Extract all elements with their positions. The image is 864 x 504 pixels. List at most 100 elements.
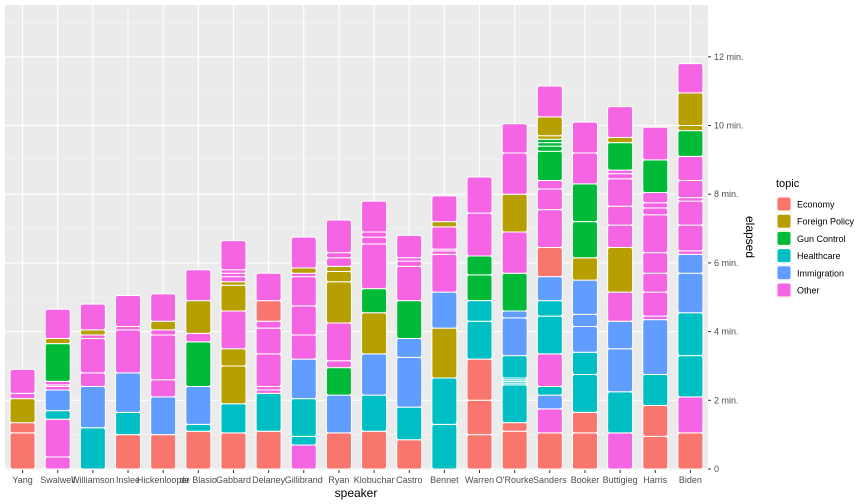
bar-segment bbox=[536, 408, 563, 434]
x-tick-label: Castro bbox=[396, 475, 423, 485]
x-tick-label: Inslee bbox=[116, 475, 140, 485]
bar-Williamson bbox=[79, 303, 106, 470]
bar-segment bbox=[571, 432, 598, 470]
bar-segment bbox=[466, 358, 493, 401]
bar-segment bbox=[501, 355, 528, 379]
bar-segment bbox=[220, 310, 247, 350]
bar-segment bbox=[536, 150, 563, 181]
bar-segment bbox=[361, 236, 388, 245]
bar-Harris bbox=[642, 126, 669, 470]
y-tick-label: 0 bbox=[714, 464, 719, 474]
bar-segment bbox=[44, 308, 71, 339]
bar-Gabbard bbox=[220, 240, 247, 470]
x-tick-label: Klobuchar bbox=[354, 475, 395, 485]
bar-segment bbox=[325, 367, 352, 396]
bar-segment bbox=[536, 179, 563, 190]
bar-segment bbox=[220, 284, 247, 312]
bar-segment bbox=[501, 193, 528, 233]
bar-segment bbox=[255, 386, 282, 391]
bar-segment bbox=[361, 200, 388, 233]
bar-segment bbox=[677, 130, 704, 157]
bar-segment bbox=[325, 265, 352, 272]
bar-segment bbox=[536, 432, 563, 470]
bar-segment bbox=[571, 374, 598, 413]
x-tick-label: Delaney bbox=[252, 475, 286, 485]
bar-segment bbox=[290, 272, 317, 278]
bar-segment bbox=[396, 300, 423, 339]
y-tick-label: 4 min. bbox=[714, 327, 739, 337]
bar-segment bbox=[607, 173, 634, 180]
bar-segment bbox=[361, 288, 388, 314]
bar-Inslee bbox=[115, 295, 142, 470]
bar-segment bbox=[290, 334, 317, 360]
bar-segment bbox=[44, 418, 71, 458]
bar-segment bbox=[396, 260, 423, 267]
x-tick-label: Hickenlooper bbox=[137, 475, 190, 485]
bar-Biden bbox=[677, 63, 704, 470]
x-tick-label: Gillibrand bbox=[285, 475, 323, 485]
bar-segment bbox=[396, 234, 423, 259]
bar-Ryan bbox=[325, 219, 352, 470]
bar-segment bbox=[255, 430, 282, 470]
bar-Delaney bbox=[255, 272, 282, 470]
bar-segment bbox=[677, 432, 704, 470]
bar-segment bbox=[115, 411, 142, 436]
bars bbox=[9, 63, 704, 470]
bar-segment bbox=[571, 325, 598, 353]
x-tick-label: Buttigieg bbox=[603, 475, 638, 485]
bar-segment bbox=[571, 121, 598, 154]
bar-segment bbox=[501, 430, 528, 470]
bar-segment bbox=[677, 272, 704, 314]
bar-Swalwell bbox=[44, 308, 71, 470]
bar-segment bbox=[642, 404, 669, 437]
bar-segment bbox=[642, 207, 669, 216]
bar-segment bbox=[255, 272, 282, 302]
bar-segment bbox=[255, 392, 282, 432]
bar-segment bbox=[361, 243, 388, 290]
bar-segment bbox=[115, 329, 142, 374]
bar-segment bbox=[185, 341, 212, 388]
bar-segment bbox=[607, 169, 634, 175]
bar-segment bbox=[185, 332, 212, 343]
bar-segment bbox=[150, 379, 177, 398]
bar-segment bbox=[501, 152, 528, 195]
bar-segment bbox=[79, 337, 106, 374]
bar-segment bbox=[677, 312, 704, 357]
bar-segment bbox=[571, 183, 598, 223]
bar-segment bbox=[79, 329, 106, 336]
bar-segment bbox=[536, 315, 563, 355]
bar-segment bbox=[44, 337, 71, 345]
bar-segment bbox=[150, 434, 177, 470]
bar-segment bbox=[677, 396, 704, 434]
bar-segment bbox=[79, 386, 106, 429]
bar-segment bbox=[9, 432, 36, 470]
x-tick-label: Sanders bbox=[533, 475, 567, 485]
legend-swatch bbox=[776, 196, 792, 212]
bar-segment bbox=[501, 310, 528, 319]
bar-segment bbox=[185, 423, 212, 432]
bar-segment bbox=[9, 422, 36, 434]
legend-label: Healthcare bbox=[797, 251, 841, 261]
bar-segment bbox=[536, 300, 563, 317]
bar-segment bbox=[185, 269, 212, 302]
bar-segment bbox=[290, 236, 317, 269]
legend-label: Gun Control bbox=[797, 234, 846, 244]
bar-segment bbox=[677, 250, 704, 255]
bar-segment bbox=[536, 142, 563, 147]
bar-segment bbox=[607, 178, 634, 207]
bar-segment bbox=[607, 246, 634, 293]
bar-segment bbox=[607, 137, 634, 144]
bar-segment bbox=[677, 197, 704, 202]
bar-segment bbox=[150, 320, 177, 331]
bar-segment bbox=[79, 372, 106, 388]
bar-segment bbox=[325, 270, 352, 283]
x-tick-label: de Blasio bbox=[180, 475, 217, 485]
bar-segment bbox=[79, 334, 106, 339]
bar-segment bbox=[607, 205, 634, 226]
bar-segment bbox=[607, 291, 634, 322]
bar-segment bbox=[642, 272, 669, 293]
x-tick-label: Harris bbox=[643, 475, 667, 485]
bar-segment bbox=[642, 374, 669, 406]
bar-segment bbox=[642, 315, 669, 321]
bar-segment bbox=[325, 219, 352, 254]
